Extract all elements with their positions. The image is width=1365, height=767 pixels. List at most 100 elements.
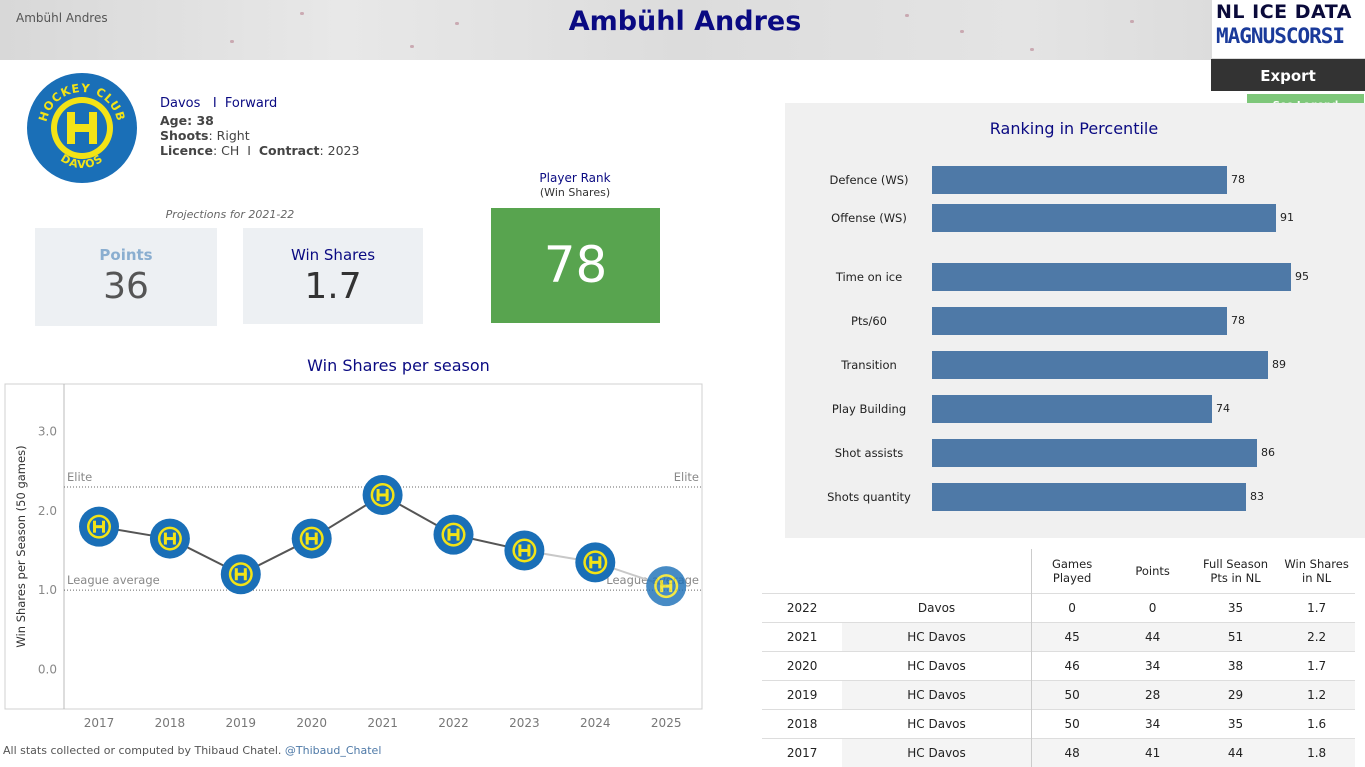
player-position: Forward	[224, 96, 278, 111]
table-row[interactable]: 2019 HC Davos 50 28 29 1.2	[762, 680, 1355, 710]
ranking-bar-label: Shot assists	[834, 446, 904, 460]
cell-season: 2020	[762, 651, 843, 681]
player-shoots: Shoots: Right	[160, 128, 250, 143]
ranking-title: Ranking in Percentile	[989, 119, 1159, 138]
data-point-davos-logo[interactable]	[433, 514, 474, 555]
ranking-bar-label: Offense (WS)	[831, 211, 907, 225]
ranking-bar-value: 95	[1295, 270, 1309, 283]
y-tick-label: 1.0	[38, 583, 57, 597]
shoots-value: : Right	[208, 128, 250, 143]
brand-logo	[1212, 0, 1365, 58]
win-shares-label: Win Shares	[290, 246, 376, 264]
header-games-played: Games Played	[1030, 549, 1113, 594]
ranking-bar-label: Transition	[841, 358, 897, 372]
ranking-bar[interactable]	[932, 204, 1276, 232]
export-button[interactable]: Export	[1211, 59, 1365, 91]
ranking-bar[interactable]	[932, 395, 1212, 423]
projections-title: Projections for 2021-22	[165, 208, 295, 221]
x-tick-label: 2018	[155, 716, 186, 730]
cell-full: 35	[1192, 709, 1279, 739]
cell-pts: 34	[1112, 709, 1193, 739]
contract-label: Contract	[258, 143, 320, 158]
points-card: Points 36	[35, 228, 217, 326]
club-logo-icon: HOCKEY CLUB DAVOS	[27, 73, 137, 183]
licence-value: : CH	[212, 143, 240, 158]
cell-gp: 50	[1030, 680, 1113, 710]
ranking-bar-value: 74	[1216, 402, 1230, 415]
data-point-davos-logo[interactable]	[79, 506, 119, 547]
data-point-davos-logo[interactable]	[291, 518, 332, 559]
cell-team: HC Davos	[842, 622, 1032, 652]
reference-label-left: League average	[67, 573, 160, 587]
y-tick-label: 0.0	[38, 662, 57, 676]
player-age: Age: 38	[160, 113, 214, 128]
x-tick-label: 2025	[651, 716, 682, 730]
cell-gp: 48	[1030, 738, 1113, 767]
x-tick-label: 2017	[84, 716, 115, 730]
cell-full: 29	[1192, 680, 1279, 710]
ranking-bar-label: Time on ice	[835, 270, 903, 284]
data-point-davos-logo[interactable]	[362, 474, 403, 515]
ranking-bar[interactable]	[932, 307, 1227, 335]
cell-full: 35	[1192, 593, 1279, 623]
ranking-bar[interactable]	[932, 263, 1291, 291]
cell-pts: 0	[1112, 593, 1193, 623]
table-row[interactable]: 2022 Davos 0 0 35 1.7	[762, 593, 1355, 623]
data-point-davos-logo[interactable]	[220, 554, 261, 595]
table-row[interactable]: 2018 HC Davos 50 34 35 1.6	[762, 709, 1355, 739]
data-point-davos-logo[interactable]	[149, 518, 190, 559]
brand-name: NL ICE DATA	[1216, 1, 1352, 23]
player-licence-contract: Licence: CH I Contract: 2023	[160, 143, 359, 158]
header-points: Points	[1135, 564, 1170, 578]
points-value: 36	[103, 266, 149, 307]
cell-season: 2022	[762, 593, 843, 623]
footer-credit: All stats collected or computed by Thiba…	[3, 744, 282, 757]
player-team: Davos	[160, 96, 201, 111]
x-tick-label: 2019	[226, 716, 257, 730]
cell-pts: 28	[1112, 680, 1193, 710]
cell-ws: 1.6	[1278, 709, 1355, 739]
x-tick-label: 2024	[580, 716, 611, 730]
cell-ws: 1.7	[1278, 651, 1355, 681]
x-tick-label: 2020	[296, 716, 327, 730]
cell-gp: 0	[1030, 593, 1113, 623]
player-rank-subtitle: (Win Shares)	[539, 186, 611, 199]
chart-frame	[4, 383, 703, 710]
data-point-davos-logo[interactable]	[575, 542, 616, 583]
cell-ws: 2.2	[1278, 622, 1355, 652]
header-season	[762, 549, 842, 594]
cell-season: 2018	[762, 709, 843, 739]
reference-label-left: Elite	[67, 470, 92, 484]
twitter-handle-link[interactable]: @Thibaud_Chatel	[284, 744, 382, 757]
table-row[interactable]: 2020 HC Davos 46 34 38 1.7	[762, 651, 1355, 681]
ranking-bar[interactable]	[932, 439, 1257, 467]
x-tick-label: 2023	[509, 716, 540, 730]
table-header-row: Games Played Points Full Season Pts in N…	[762, 549, 1355, 594]
ranking-bar-label: Defence (WS)	[829, 173, 909, 187]
data-point-davos-logo[interactable]	[646, 566, 687, 607]
ranking-bar[interactable]	[932, 483, 1246, 511]
y-axis-title: Win Shares per Season (50 games)	[14, 445, 28, 647]
shoots-label: Shoots	[160, 128, 209, 143]
data-point-davos-logo[interactable]	[504, 530, 545, 571]
reference-label-right: Elite	[674, 470, 699, 484]
cell-team: HC Davos	[842, 709, 1032, 739]
points-label: Points	[99, 246, 153, 264]
ranking-bar-label: Pts/60	[851, 314, 887, 328]
player-rank-value: 78	[491, 208, 660, 323]
cell-season: 2017	[762, 738, 843, 767]
ranking-bar-value: 91	[1280, 211, 1294, 224]
ranking-bar-value: 78	[1231, 173, 1245, 186]
cell-team: Davos	[842, 593, 1032, 623]
win-shares-card: Win Shares 1.7	[243, 228, 423, 324]
cell-team: HC Davos	[842, 651, 1032, 681]
cell-gp: 45	[1030, 622, 1113, 652]
table-row[interactable]: 2017 HC Davos 48 41 44 1.8	[762, 738, 1355, 767]
licence-label: Licence	[160, 143, 213, 158]
cell-gp: 50	[1030, 709, 1113, 739]
table-row[interactable]: 2021 HC Davos 45 44 51 2.2	[762, 622, 1355, 652]
ranking-bar[interactable]	[932, 351, 1268, 379]
header-full-season-pts: Full Season Pts in NL	[1202, 557, 1269, 585]
ranking-bar[interactable]	[932, 166, 1227, 194]
header-banner	[0, 0, 1365, 60]
